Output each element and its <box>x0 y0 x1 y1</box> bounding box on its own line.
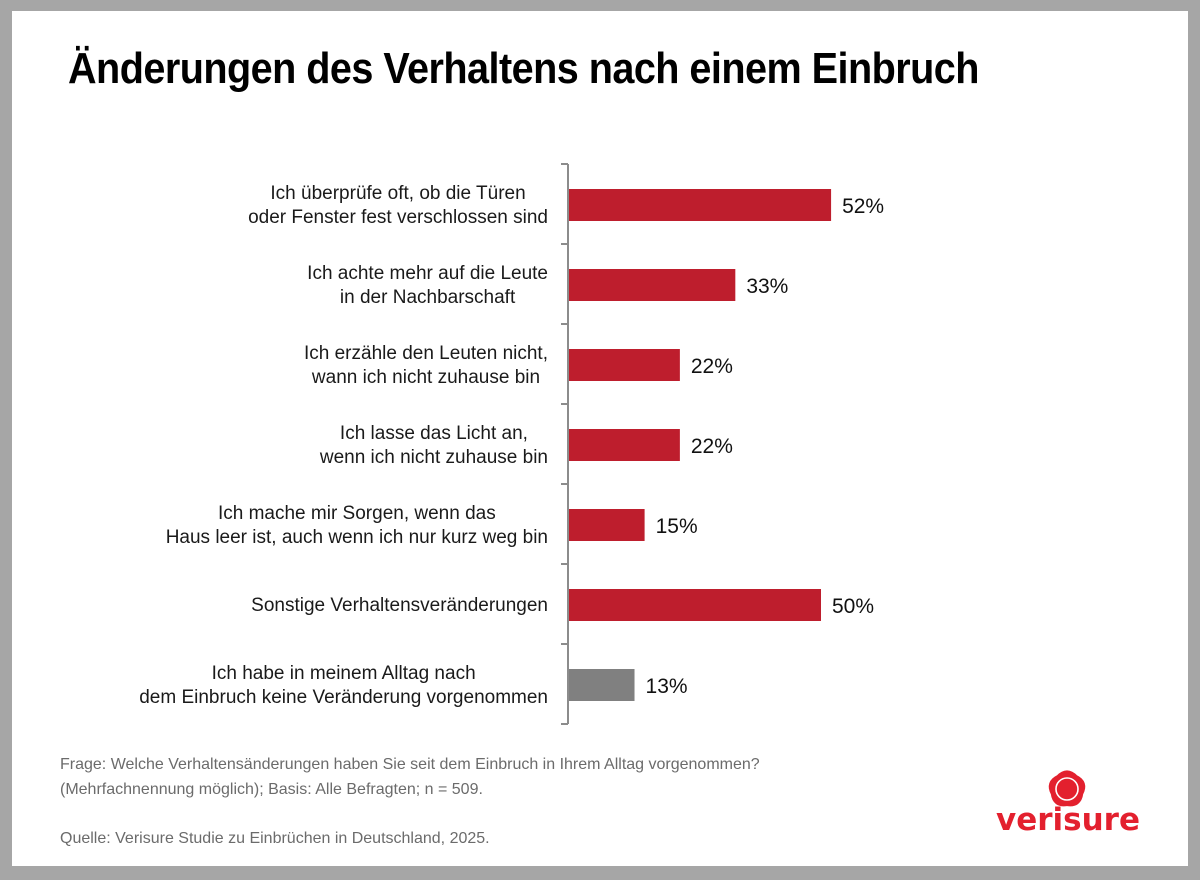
bar-3 <box>569 349 680 381</box>
bar-5 <box>569 509 645 541</box>
footnote-question-line2: (Mehrfachnennung möglich); Basis: Alle B… <box>60 781 483 798</box>
value-label-7: 13% <box>646 675 688 698</box>
category-label-5: Ich mache mir Sorgen, wenn das Haus leer … <box>166 503 548 548</box>
value-label-5: 15% <box>656 515 698 538</box>
value-label-6: 50% <box>832 595 874 618</box>
category-label-line: wann ich nicht zuhause bin <box>311 367 540 388</box>
category-label-line: wenn ich nicht zuhause bin <box>319 447 548 468</box>
bar-2 <box>569 269 736 301</box>
bar-1 <box>569 189 832 221</box>
value-label-1: 52% <box>842 195 884 218</box>
category-label-1: Ich überprüfe oft, ob die Türen oder Fens… <box>248 183 548 228</box>
bar-4 <box>569 429 680 461</box>
category-label-line: Ich überprüfe oft, ob die Türen <box>270 183 525 204</box>
value-label-4: 22% <box>691 435 733 458</box>
category-label-2: Ich achte mehr auf die Leute in der Nachb… <box>307 263 548 308</box>
bar-7 <box>569 669 635 701</box>
category-label-line: Haus leer ist, auch wenn ich nur kurz we… <box>166 527 548 548</box>
footnote-source: Quelle: Verisure Studie zu Einbrüchen in… <box>60 830 490 847</box>
category-label-line: Ich erzähle den Leuten nicht, <box>304 343 548 364</box>
chart-title: Änderungen des Verhaltens nach einem Ein… <box>68 44 979 93</box>
value-label-3: 22% <box>691 355 733 378</box>
verisure-flower-icon <box>1048 770 1086 807</box>
category-label-line: dem Einbruch keine Veränderung vorgenomm… <box>139 687 548 708</box>
category-label-line: Sonstige Verhaltensveränderungen <box>251 595 548 616</box>
category-label-7: Ich habe in meinem Alltag nach dem Einbru… <box>139 663 548 708</box>
category-label-line: Ich habe in meinem Alltag nach <box>212 663 476 684</box>
category-label-line: Ich lasse das Licht an, <box>340 423 528 444</box>
value-label-2: 33% <box>746 275 788 298</box>
category-label-line: Ich mache mir Sorgen, wenn das <box>218 503 496 524</box>
category-label-4: Ich lasse das Licht an, wenn ich nicht zu… <box>319 423 548 468</box>
category-label-3: Ich erzähle den Leuten nicht, wann ich ni… <box>304 343 548 388</box>
verisure-logo: verisure <box>982 766 1154 846</box>
category-label-line: in der Nachbarschaft <box>340 287 516 308</box>
category-label-line: oder Fenster fest verschlossen sind <box>248 207 548 228</box>
bar-6 <box>569 589 821 621</box>
category-label-line: Ich achte mehr auf die Leute <box>307 263 548 284</box>
footnote-question-line1: Frage: Welche Verhaltensänderungen haben… <box>60 756 760 773</box>
logo-text: verisure <box>996 802 1140 838</box>
category-label-6: Sonstige Verhaltensveränderungen <box>251 595 548 616</box>
